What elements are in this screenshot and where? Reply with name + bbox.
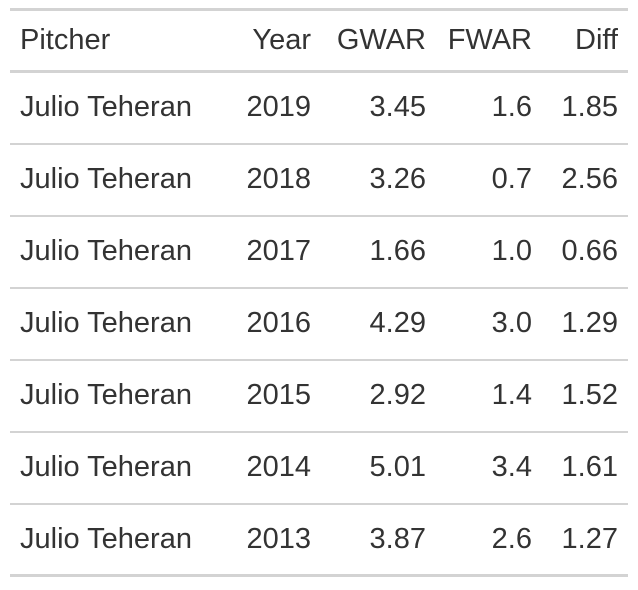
cell-diff: 0.66 bbox=[542, 215, 628, 289]
table-row: Julio Teheran 2016 4.29 3.0 1.29 bbox=[10, 287, 628, 361]
column-header-gwar: GWAR bbox=[321, 9, 436, 73]
cell-fwar: 1.4 bbox=[436, 359, 542, 433]
table-body: Julio Teheran 2019 3.45 1.6 1.85 Julio Tehera… bbox=[10, 71, 628, 576]
cell-gwar: 2.92 bbox=[321, 359, 436, 433]
cell-diff: 1.61 bbox=[542, 431, 628, 505]
cell-fwar: 3.0 bbox=[436, 287, 542, 361]
table-row: Julio Teheran 2017 1.66 1.0 0.66 bbox=[10, 215, 628, 289]
table-row: Julio Teheran 2015 2.92 1.4 1.52 bbox=[10, 359, 628, 433]
cell-year: 2015 bbox=[224, 359, 321, 433]
table-row: Julio Teheran 2019 3.45 1.6 1.85 bbox=[10, 71, 628, 145]
cell-gwar: 1.66 bbox=[321, 215, 436, 289]
cell-fwar: 0.7 bbox=[436, 143, 542, 217]
cell-pitcher: Julio Teheran bbox=[10, 215, 224, 289]
cell-diff: 1.27 bbox=[561, 522, 618, 555]
column-header-fwar: FWAR bbox=[436, 9, 542, 73]
column-header-year: Year bbox=[224, 9, 321, 73]
column-header-diff: Diff bbox=[542, 9, 628, 73]
cell-pitcher: Julio Teheran bbox=[10, 359, 224, 433]
cell-fwar: 3.4 bbox=[436, 431, 542, 505]
cell-pitcher: Julio Teheran bbox=[10, 287, 224, 361]
cell-pitcher: Julio Teheran bbox=[10, 143, 224, 217]
cell-fwar: 2.6 bbox=[491, 522, 532, 555]
cell-diff: 1.29 bbox=[542, 287, 628, 361]
cell-year: 2019 bbox=[224, 71, 321, 145]
table-row: Julio Teheran 2018 3.26 0.7 2.56 bbox=[10, 143, 628, 217]
cell-gwar: 3.87 bbox=[369, 522, 426, 555]
cell-pitcher: Julio Teheran bbox=[10, 431, 224, 505]
data-table-container: Pitcher Year GWAR FWAR Diff Julio Tehera… bbox=[10, 8, 628, 577]
cell-year: 2018 bbox=[224, 143, 321, 217]
cell-pitcher: Julio Teheran bbox=[10, 71, 224, 145]
table-row: Julio Teheran 2014 5.01 3.4 1.61 bbox=[10, 431, 628, 505]
header-row: Pitcher Year GWAR FWAR Diff bbox=[10, 9, 628, 73]
table-header: Pitcher Year GWAR FWAR Diff bbox=[10, 9, 628, 73]
cell-fwar: 1.6 bbox=[436, 71, 542, 145]
column-header-pitcher: Pitcher bbox=[10, 9, 224, 73]
cell-pitcher: Julio Teheran bbox=[20, 522, 192, 555]
cell-fwar: 1.0 bbox=[436, 215, 542, 289]
cell-diff: 1.85 bbox=[542, 71, 628, 145]
cell-gwar: 4.29 bbox=[321, 287, 436, 361]
table-row: Julio Teheran 2013 3.87 2.6 1.27 bbox=[10, 504, 628, 576]
cell-year: 2014 bbox=[224, 431, 321, 505]
cell-diff: 2.56 bbox=[542, 143, 628, 217]
pitcher-war-table: Pitcher Year GWAR FWAR Diff Julio Tehera… bbox=[10, 8, 628, 577]
cell-year: 2013 bbox=[246, 522, 311, 555]
cell-year: 2016 bbox=[224, 287, 321, 361]
cell-diff: 1.52 bbox=[542, 359, 628, 433]
cell-gwar: 5.01 bbox=[321, 431, 436, 505]
cell-gwar: 3.45 bbox=[321, 71, 436, 145]
cell-year: 2017 bbox=[224, 215, 321, 289]
cell-gwar: 3.26 bbox=[321, 143, 436, 217]
